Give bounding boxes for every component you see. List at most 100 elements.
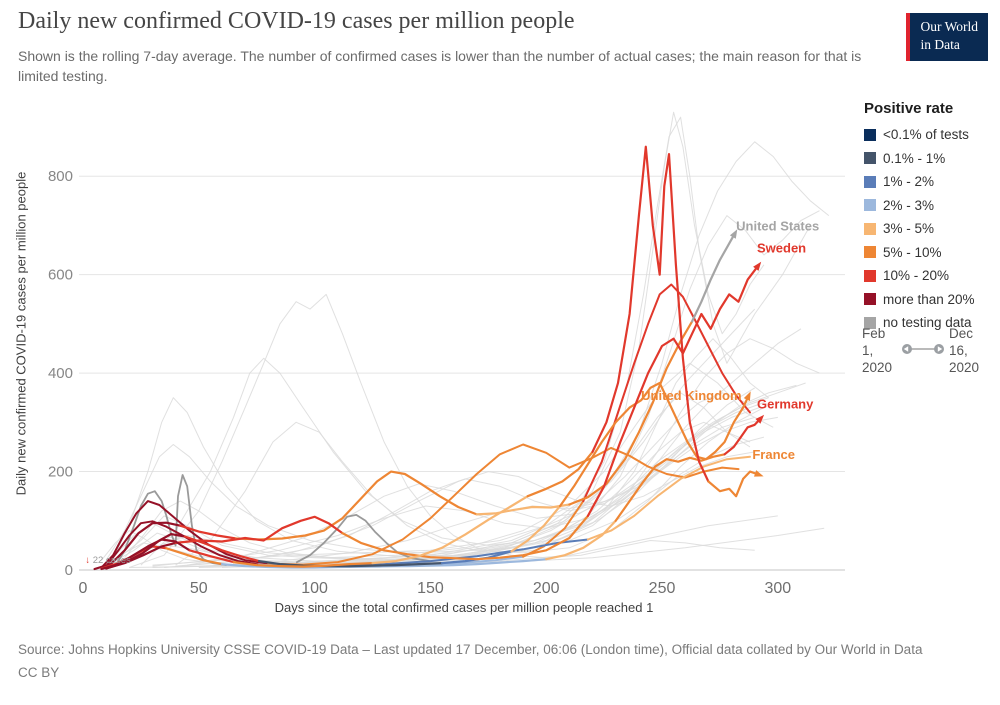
legend-entry-label: no testing data bbox=[883, 315, 972, 330]
page-subtitle: Shown is the rolling 7-day average. The … bbox=[18, 48, 862, 85]
cases-annotation: ↓ 22 cases bbox=[85, 555, 131, 566]
timeline-end-arrow-icon bbox=[937, 346, 943, 352]
legend-swatch-icon bbox=[864, 175, 876, 188]
country-line-germany[interactable] bbox=[545, 519, 617, 561]
background-country-line bbox=[198, 328, 802, 568]
country-line-france[interactable] bbox=[526, 450, 594, 498]
country-line-united-states[interactable] bbox=[93, 521, 182, 571]
country-line-germany[interactable] bbox=[165, 547, 224, 566]
legend-entry[interactable]: 1% - 2% bbox=[864, 174, 998, 189]
page-title: Daily new confirmed COVID-19 cases per m… bbox=[18, 8, 575, 34]
country-line-sweden[interactable] bbox=[341, 514, 589, 561]
legend-swatch-icon bbox=[864, 293, 876, 305]
x-tick-label: 250 bbox=[649, 580, 676, 597]
legend-entry[interactable]: 10% - 20% bbox=[864, 268, 998, 283]
footer: Source: Johns Hopkins University CSSE CO… bbox=[18, 640, 984, 682]
owid-logo-line1: Our World bbox=[920, 19, 978, 34]
background-country-line bbox=[175, 407, 765, 566]
y-tick-label: 800 bbox=[48, 168, 73, 185]
country-line-united-states[interactable] bbox=[568, 320, 694, 506]
legend-entry-label: <0.1% of tests bbox=[883, 127, 969, 142]
x-tick-label: 100 bbox=[301, 580, 328, 597]
owid-logo-line2: in Data bbox=[920, 37, 960, 53]
x-tick-label: 0 bbox=[79, 580, 88, 597]
y-tick-label: 200 bbox=[48, 464, 73, 481]
owid-logo[interactable]: Our World in Data bbox=[906, 13, 988, 62]
source-text: Source: Johns Hopkins University CSSE CO… bbox=[18, 642, 923, 657]
timeline-start-label[interactable]: Feb 1, 2020 bbox=[862, 326, 893, 375]
y-tick-label: 400 bbox=[48, 365, 73, 382]
country-line-germany[interactable] bbox=[723, 418, 761, 456]
series-label-germany[interactable]: Germany bbox=[757, 397, 814, 412]
country-line-sweden[interactable] bbox=[586, 266, 759, 517]
legend-swatch-icon bbox=[864, 222, 876, 235]
series-label-france[interactable]: France bbox=[752, 447, 795, 462]
background-country-line bbox=[210, 416, 778, 567]
x-tick-label: 300 bbox=[764, 580, 791, 597]
country-line-united-states[interactable] bbox=[691, 234, 735, 323]
unlabeled-country-line bbox=[522, 500, 585, 558]
unlabeled-country-line bbox=[105, 520, 260, 568]
legend-entry[interactable]: 2% - 3% bbox=[864, 198, 998, 213]
legend-items: <0.1% of tests 0.1% - 1% 1% - 2% 2% - 3% 3% … bbox=[864, 127, 998, 330]
y-tick-label: 0 bbox=[65, 562, 73, 579]
license-text[interactable]: CC BY bbox=[18, 664, 60, 680]
timeline-start-arrow-icon bbox=[903, 346, 909, 352]
legend-entry-label: 2% - 3% bbox=[883, 197, 935, 213]
legend-entry[interactable]: 3% - 5% bbox=[864, 221, 998, 236]
legend-entry-label: 0.1% - 1% bbox=[883, 150, 946, 166]
country-line-sweden[interactable] bbox=[174, 515, 344, 544]
country-line-united-states[interactable] bbox=[475, 503, 571, 516]
country-line-sweden[interactable] bbox=[105, 541, 177, 570]
legend-entry-label: 10% - 20% bbox=[883, 268, 950, 283]
country-line-united-kingdom[interactable] bbox=[559, 381, 749, 508]
legend-entry-label: 1% - 2% bbox=[883, 174, 935, 189]
background-country-line bbox=[268, 141, 830, 568]
background-country-line bbox=[105, 402, 765, 561]
background-country-line bbox=[187, 407, 760, 566]
country-line-united-kingdom[interactable] bbox=[510, 504, 562, 553]
y-tick-label: 600 bbox=[48, 267, 73, 284]
x-tick-label: 200 bbox=[533, 580, 560, 597]
unlabeled-country-line bbox=[586, 455, 751, 541]
series-end-arrow-icon bbox=[753, 261, 762, 271]
legend-swatch-icon bbox=[864, 199, 876, 211]
x-tick-label: 150 bbox=[417, 580, 444, 597]
country-line-france[interactable] bbox=[591, 145, 710, 483]
timeline-slider[interactable] bbox=[900, 341, 946, 357]
unlabeled-country-line bbox=[100, 500, 270, 569]
country-line-france[interactable] bbox=[707, 470, 759, 498]
series-end-arrow-icon bbox=[729, 229, 738, 239]
country-line-united-states[interactable] bbox=[234, 470, 478, 541]
background-country-line bbox=[140, 357, 755, 566]
legend-swatch-icon bbox=[864, 246, 876, 258]
legend-entry[interactable]: no testing data bbox=[864, 315, 998, 330]
legend-entry[interactable]: <0.1% of tests bbox=[864, 127, 998, 142]
y-axis-title: Daily new confirmed COVID-19 cases per m… bbox=[13, 171, 29, 496]
country-line-united-kingdom[interactable] bbox=[257, 560, 444, 568]
country-line-united-states[interactable] bbox=[179, 524, 237, 540]
legend-entry[interactable]: 0.1% - 1% bbox=[864, 151, 998, 166]
country-line-france[interactable] bbox=[371, 495, 529, 565]
legend-entry[interactable]: more than 20% bbox=[864, 292, 998, 307]
country-line-france[interactable] bbox=[100, 538, 191, 571]
timeline-end-label[interactable]: Dec 16, 2020 bbox=[949, 326, 980, 375]
series-end-arrow-icon bbox=[743, 391, 751, 401]
background-country-line bbox=[198, 111, 765, 567]
legend-swatch-icon bbox=[864, 316, 876, 329]
x-axis-title: Days since the total confirmed cases per… bbox=[274, 600, 654, 615]
unlabeled-country-line bbox=[582, 283, 751, 503]
legend-entry-label: more than 20% bbox=[883, 291, 975, 307]
series-label-united-states[interactable]: United States bbox=[736, 218, 819, 233]
series-label-united-kingdom[interactable]: United Kingdom bbox=[641, 388, 741, 403]
background-country-line bbox=[152, 308, 756, 568]
timeline-control: Feb 1, 2020 Dec 16, 2020 bbox=[862, 326, 1000, 377]
country-line-france[interactable] bbox=[232, 561, 374, 568]
country-line-france[interactable] bbox=[188, 549, 235, 564]
background-country-line bbox=[152, 384, 797, 567]
legend-entry[interactable]: 5% - 10% bbox=[864, 245, 998, 260]
legend-title: Positive rate bbox=[864, 100, 954, 117]
series-label-sweden[interactable]: Sweden bbox=[757, 241, 806, 256]
